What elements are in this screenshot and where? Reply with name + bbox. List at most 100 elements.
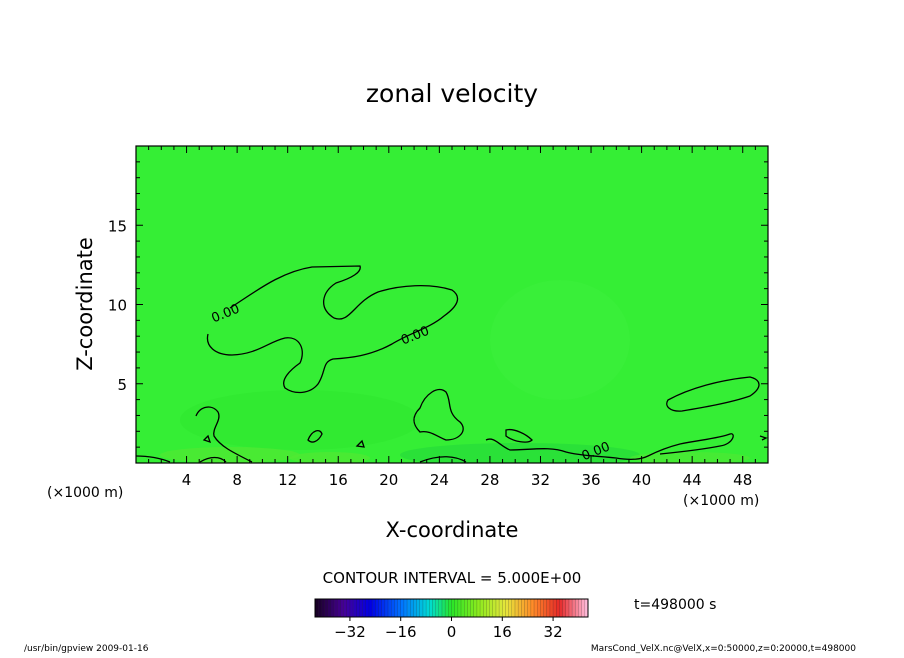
colorbar-cell — [448, 599, 452, 617]
y-tick-label: 5 — [117, 376, 127, 394]
colorbar-cell — [403, 599, 408, 617]
colorbar-cell — [565, 599, 570, 617]
colorbar-cell — [384, 599, 389, 617]
contour-line — [759, 435, 768, 441]
colorbar-cell — [530, 599, 535, 617]
colorbar-cell — [486, 599, 490, 617]
y-axis-label: Z-coordinate — [73, 237, 97, 371]
colorbar-cell — [416, 599, 421, 617]
colorbar-cell — [349, 599, 354, 617]
chart-title: zonal velocity — [366, 79, 538, 108]
colorbar-cell — [559, 599, 563, 617]
contour-lines — [136, 265, 768, 463]
colorbar-cell — [454, 599, 459, 617]
colorbar-cell — [575, 599, 579, 617]
colorbar-cell — [476, 599, 481, 617]
colorbar-cell — [505, 599, 509, 617]
colorbar-cell — [502, 599, 506, 617]
colorbar-cell — [445, 599, 449, 617]
y-tick-label: 10 — [108, 297, 127, 315]
field-variation — [160, 280, 750, 463]
colorbar-cell — [572, 599, 576, 617]
colorbar-cell — [470, 599, 475, 617]
y-tick-label: 15 — [108, 217, 127, 235]
colorbar-tick-label: −32 — [334, 623, 366, 641]
colorbar-cell — [353, 599, 357, 617]
colorbar-tick-label: 32 — [544, 623, 563, 641]
contour-line — [485, 433, 734, 460]
colorbar-cell — [441, 599, 446, 617]
colorbar-tick-label: −16 — [385, 623, 417, 641]
colorbar-cell — [438, 599, 443, 617]
colorbar-cell — [368, 599, 373, 617]
contour-line — [505, 428, 533, 443]
colorbar-cell — [495, 599, 500, 617]
x-tick-label: 44 — [683, 471, 702, 489]
x-tick-label: 24 — [430, 471, 449, 489]
colorbar-cell — [365, 599, 370, 617]
colorbar-cell — [407, 599, 411, 617]
colorbar-cell — [324, 599, 328, 617]
colorbar-cell — [511, 599, 516, 617]
colorbar-cell — [391, 599, 395, 617]
x-tick-label: 4 — [182, 471, 192, 489]
colorbar-cell — [489, 599, 494, 617]
colorbar-cell — [359, 599, 363, 617]
x-tick-label: 8 — [232, 471, 242, 489]
contour-line — [666, 376, 760, 412]
colorbar-cell — [426, 599, 430, 617]
colorbar-cell — [461, 599, 465, 617]
colorbar-cell — [568, 599, 573, 617]
colorbar-cell — [499, 599, 503, 617]
colorbar-cell — [372, 599, 376, 617]
contour-line — [195, 406, 253, 463]
colorbar-tick-label: 0 — [447, 623, 457, 641]
x-axis-label: X-coordinate — [386, 518, 519, 542]
colorbar-cell — [492, 599, 497, 617]
colorbar-cell — [451, 599, 455, 617]
x-tick-label: 48 — [733, 471, 752, 489]
colorbar-cell — [413, 599, 417, 617]
colorbar-cell — [330, 599, 335, 617]
x-tick-label: 36 — [581, 471, 600, 489]
colorbar-cell — [584, 599, 589, 617]
colorbar — [314, 599, 589, 617]
colorbar-cell — [543, 599, 548, 617]
colorbar-cell — [343, 599, 348, 617]
colorbar-cell — [400, 599, 405, 617]
colorbar-tick-label: 16 — [493, 623, 512, 641]
colorbar-cell — [553, 599, 557, 617]
contour-line — [413, 388, 464, 441]
contour-line — [419, 456, 467, 463]
colorbar-ticks: −32 −16 0 16 32 — [334, 617, 563, 641]
colorbar-cell — [410, 599, 414, 617]
contour-line — [355, 439, 365, 448]
colorbar-cell — [537, 599, 541, 617]
colorbar-cell — [334, 599, 338, 617]
colorbar-cell — [556, 599, 560, 617]
colorbar-cell — [562, 599, 567, 617]
colorbar-cell — [381, 599, 386, 617]
colorbar-cell — [397, 599, 402, 617]
colorbar-cell — [346, 599, 351, 617]
x-unit-right: (×1000 m) — [683, 493, 759, 509]
x-tick-label: 20 — [379, 471, 398, 489]
colorbar-cell — [514, 599, 519, 617]
colorbar-cell — [480, 599, 484, 617]
contour-interval-label: CONTOUR INTERVAL = 5.000E+00 — [323, 569, 582, 587]
contour-line — [206, 265, 459, 394]
colorbar-cell — [422, 599, 427, 617]
colorbar-cell — [518, 599, 522, 617]
colorbar-cell — [378, 599, 382, 617]
colorbar-cell — [356, 599, 360, 617]
colorbar-cell — [337, 599, 341, 617]
contour-line — [202, 434, 212, 444]
colorbar-cell — [524, 599, 528, 617]
colorbar-cell — [321, 599, 325, 617]
colorbar-cell — [508, 599, 513, 617]
colorbar-cell — [473, 599, 478, 617]
colorbar-cell — [318, 599, 322, 617]
colorbar-cell — [527, 599, 532, 617]
